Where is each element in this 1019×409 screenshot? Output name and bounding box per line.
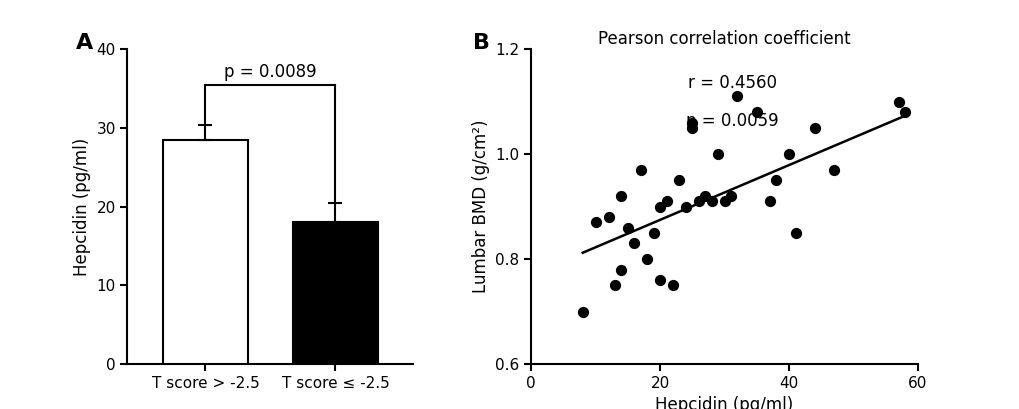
Point (781, 151, 797, 157)
Point (896, 109, 912, 115)
Point (639, 256, 655, 262)
Y-axis label: Hepcidin (pg/ml): Hepcidin (pg/ml) (72, 137, 91, 276)
Point (664, 282, 681, 289)
Point (612, 193, 629, 199)
Text: A: A (76, 33, 93, 53)
Point (645, 229, 661, 236)
Point (787, 229, 803, 236)
Point (651, 277, 667, 283)
Point (671, 177, 687, 184)
Bar (163, 139, 248, 364)
Point (709, 151, 726, 157)
Point (600, 214, 616, 220)
Point (748, 109, 764, 115)
Point (657, 198, 674, 204)
Point (626, 240, 642, 247)
Text: p = 0.0089: p = 0.0089 (224, 63, 317, 81)
Point (696, 193, 712, 199)
Point (890, 98, 906, 105)
Y-axis label: Lumbar BMD (g/cm²): Lumbar BMD (g/cm²) (471, 120, 489, 293)
Point (715, 198, 732, 204)
Point (620, 224, 636, 231)
Point (612, 266, 629, 273)
Text: r = 0.4560: r = 0.4560 (687, 74, 776, 92)
Point (729, 93, 745, 100)
Point (587, 219, 603, 226)
Point (651, 203, 667, 210)
Point (767, 177, 784, 184)
Point (722, 193, 739, 199)
Point (632, 166, 648, 173)
Point (574, 308, 590, 315)
Point (606, 282, 623, 289)
Text: p = 0.0059: p = 0.0059 (686, 112, 777, 130)
Title: Pearson correlation coefficient: Pearson correlation coefficient (598, 29, 850, 47)
Point (684, 124, 700, 131)
X-axis label: Hepcidin (pg/ml): Hepcidin (pg/ml) (655, 396, 793, 409)
Point (806, 124, 822, 131)
Point (825, 166, 842, 173)
Point (684, 119, 700, 126)
Point (761, 198, 777, 204)
Point (703, 198, 719, 204)
Text: B: B (473, 33, 490, 53)
Point (690, 198, 706, 204)
Bar (292, 222, 377, 364)
Point (677, 203, 693, 210)
